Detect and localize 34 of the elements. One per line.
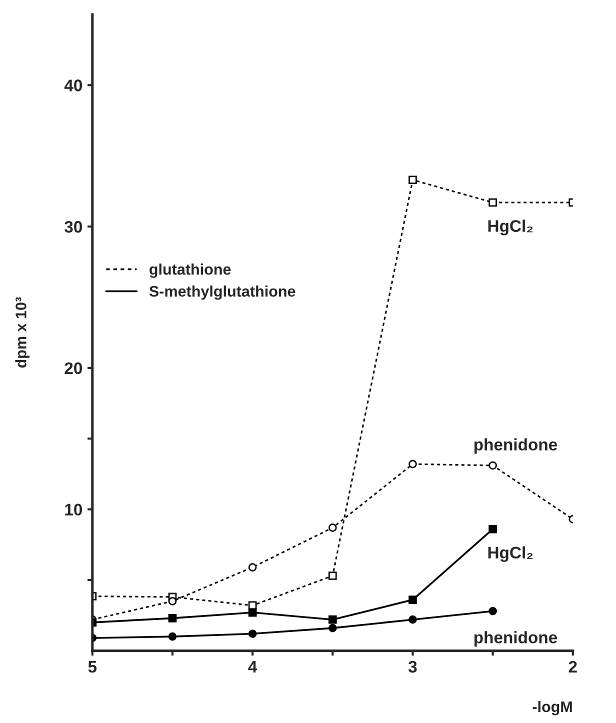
y-tick-label: 20: [64, 362, 82, 374]
point: [408, 460, 417, 468]
point: [168, 632, 177, 641]
point: [168, 614, 177, 622]
point: [328, 524, 337, 532]
point: [328, 615, 337, 624]
point: [488, 606, 497, 616]
annotation: HgCl₂: [488, 220, 533, 236]
point: [248, 630, 257, 638]
y-tick-label: 30: [64, 220, 82, 233]
x-tick-label: 2: [568, 660, 577, 672]
point: [488, 461, 497, 470]
y-axis-title: dpm x 10³: [15, 297, 30, 368]
x-tick-label: 5: [88, 661, 97, 673]
point: [168, 597, 177, 606]
point: [408, 615, 417, 624]
point: [408, 596, 417, 604]
point: [488, 198, 497, 207]
y-tick-label: 40: [64, 80, 82, 92]
point: [248, 563, 257, 572]
legend-label: glutathione: [150, 264, 231, 278]
point: [248, 608, 257, 617]
point: [488, 524, 497, 534]
x-tick-label: 3: [408, 660, 417, 673]
annotation: HgCl₂: [488, 546, 533, 562]
point: [328, 624, 337, 632]
annotation: phenidone: [474, 631, 558, 647]
legend-label: S-methylglutathione: [149, 286, 296, 300]
annotation: phenidone: [474, 438, 558, 454]
point: [408, 176, 417, 184]
point: [328, 572, 337, 580]
y-tick-label: 10: [65, 504, 82, 516]
x-tick-label: 4: [248, 661, 258, 672]
x-axis-title: -logM: [532, 700, 572, 716]
